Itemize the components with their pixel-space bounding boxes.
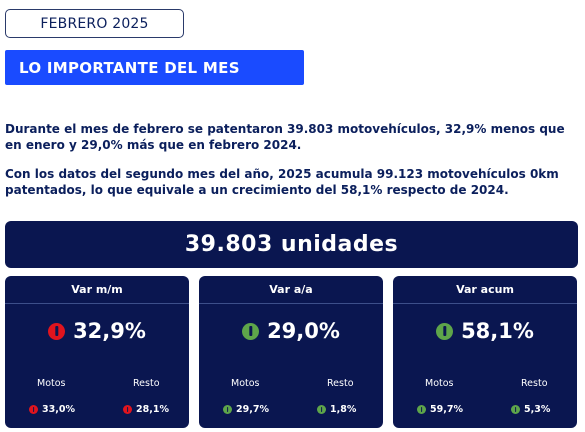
resto-value: 28,1% xyxy=(123,404,169,415)
summary-paragraph-monthly: Durante el mes de febrero se patentaron … xyxy=(5,122,565,152)
down-arrow-icon xyxy=(29,405,38,414)
month-label: FEBRERO 2025 xyxy=(5,9,184,38)
resto-label: Resto xyxy=(521,378,548,389)
resto-value-text: 1,8% xyxy=(330,404,357,415)
resto-value: 1,8% xyxy=(317,404,356,415)
card-var-mm: Var m/m 32,9% Motos Resto 33,0% 28,1% xyxy=(5,276,189,428)
resto-value-text: 28,1% xyxy=(136,404,169,415)
motos-value: 33,0% xyxy=(29,404,75,415)
up-arrow-icon xyxy=(511,405,520,414)
motos-label: Motos xyxy=(37,378,66,389)
card-value: 58,1% xyxy=(461,319,534,343)
down-arrow-icon xyxy=(48,322,66,340)
resto-value: 5,3% xyxy=(511,404,550,415)
motos-value-text: 29,7% xyxy=(236,404,269,415)
motos-label: Motos xyxy=(425,378,454,389)
down-arrow-icon xyxy=(123,405,132,414)
card-value: 29,0% xyxy=(267,319,340,343)
up-arrow-icon xyxy=(436,322,454,340)
card-main-value: 29,0% xyxy=(199,314,383,348)
up-arrow-icon xyxy=(317,405,326,414)
motos-value-text: 33,0% xyxy=(42,404,75,415)
card-title: Var acum xyxy=(393,276,577,304)
section-title: LO IMPORTANTE DEL MES xyxy=(5,50,304,85)
motos-value-text: 59,7% xyxy=(430,404,463,415)
card-var-acum: Var acum 58,1% Motos Resto 59,7% 5,3% xyxy=(393,276,577,428)
card-main-value: 58,1% xyxy=(393,314,577,348)
motos-label: Motos xyxy=(231,378,260,389)
resto-label: Resto xyxy=(133,378,160,389)
card-main-value: 32,9% xyxy=(5,314,189,348)
resto-label: Resto xyxy=(327,378,354,389)
motos-value: 59,7% xyxy=(417,404,463,415)
total-units-banner: 39.803 unidades xyxy=(5,221,578,268)
up-arrow-icon xyxy=(242,322,260,340)
summary-paragraph-accumulated: Con los datos del segundo mes del año, 2… xyxy=(5,167,559,197)
total-units-value: 39.803 unidades xyxy=(184,232,399,257)
up-arrow-icon xyxy=(417,405,426,414)
card-var-aa: Var a/a 29,0% Motos Resto 29,7% 1,8% xyxy=(199,276,383,428)
motos-value: 29,7% xyxy=(223,404,269,415)
up-arrow-icon xyxy=(223,405,232,414)
card-title: Var a/a xyxy=(199,276,383,304)
card-value: 32,9% xyxy=(73,319,146,343)
resto-value-text: 5,3% xyxy=(524,404,551,415)
card-title: Var m/m xyxy=(5,276,189,304)
